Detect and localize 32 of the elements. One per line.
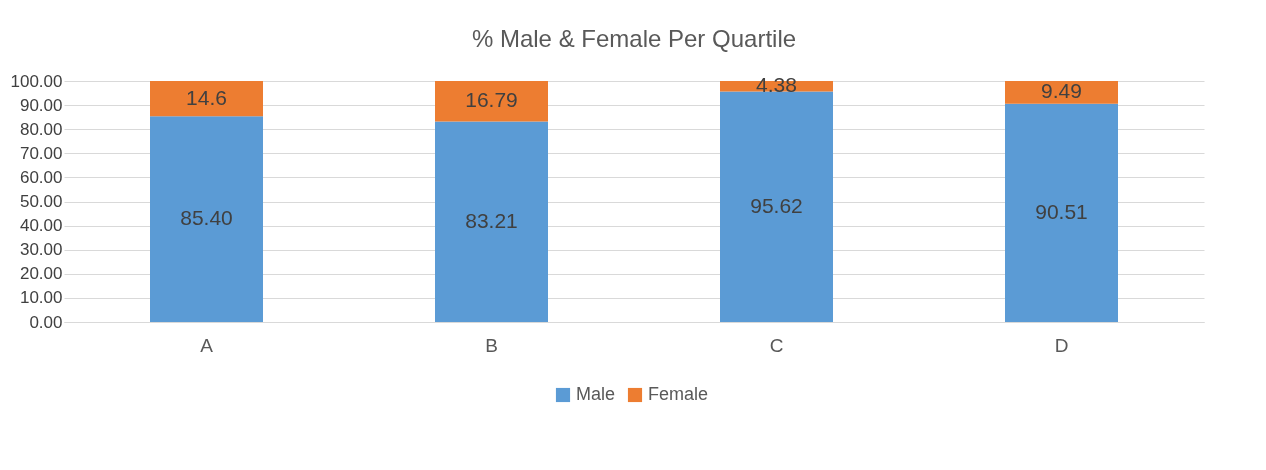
y-tick-label: 90.00 <box>19 95 63 115</box>
y-tick-label: 50.00 <box>19 192 63 211</box>
y-tick-label: 80.00 <box>19 119 63 139</box>
data-label: 14.6 <box>186 85 227 109</box>
bar <box>435 121 548 322</box>
y-tick-label: 0.00 <box>29 312 63 332</box>
bar <box>1005 103 1118 322</box>
y-tick-label: 40.00 <box>19 216 63 236</box>
bar <box>1005 81 1118 104</box>
y-tick-label: 20.00 <box>19 264 63 284</box>
x-tick-label: A <box>200 334 214 356</box>
bar <box>150 116 263 322</box>
y-tick-label: 10.00 <box>19 288 63 308</box>
data-label: 9.49 <box>1041 79 1082 103</box>
y-tick-label: 70.00 <box>19 143 63 163</box>
data-label: 16.79 <box>465 88 518 112</box>
bar <box>720 91 833 322</box>
x-tick-label: B <box>485 334 498 356</box>
legend-label: Male <box>576 384 616 404</box>
legend-label: Female <box>648 384 709 404</box>
data-label: 90.51 <box>1035 199 1088 223</box>
x-tick-label: C <box>769 334 784 356</box>
chart-title: % Male & Female Per Quartile <box>471 25 797 52</box>
y-tick-label: 60.00 <box>19 167 63 187</box>
data-label: 85.40 <box>180 206 233 230</box>
bar <box>435 81 548 122</box>
data-label: 83.21 <box>465 208 518 232</box>
y-tick-label: 100.00 <box>10 71 63 91</box>
bar <box>150 81 263 117</box>
y-tick-label: 30.00 <box>19 240 63 260</box>
data-label: 95.62 <box>750 193 803 217</box>
x-tick-label: D <box>1054 334 1069 356</box>
